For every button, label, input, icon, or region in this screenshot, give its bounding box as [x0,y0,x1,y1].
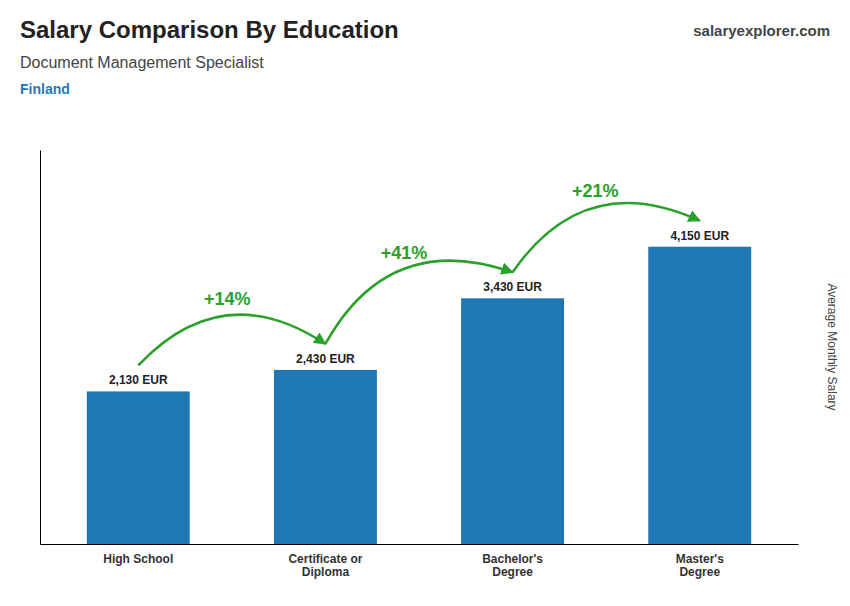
change-label: +14% [204,289,251,309]
x-tick-label-line: Master's [676,552,725,566]
x-tick-label-line: Degree [492,565,533,579]
change-arrow [325,261,512,344]
x-tick-label-line: High School [103,552,173,566]
change-arrow [138,315,325,366]
change-arrows: +14% +41% +21% [138,181,699,365]
x-tick-label-line: Certificate or [288,552,362,566]
bar [274,370,377,544]
change-label: +41% [381,243,428,263]
bar [648,247,751,544]
data-label: 4,150 EUR [670,229,729,243]
data-label: 2,430 EUR [296,352,355,366]
y-axis-title: Average Monthly Salary [825,283,839,410]
x-axis: High School Certificate orDiploma Bachelor… [41,544,799,579]
bar [87,391,190,544]
x-axis-line [41,544,799,545]
x-tick-label: Bachelor'sDegree [482,552,543,580]
title: Salary Comparison By Education [20,16,399,43]
x-tick: Bachelor'sDegree [482,544,543,579]
x-tick-label: High School [103,552,173,566]
x-tick-label: Master'sDegree [676,552,725,580]
subtitle: Document Management Specialist [20,54,264,71]
change-arrow [513,203,700,272]
x-tick: High School [103,544,173,566]
data-labels: 2,130 EUR 2,430 EUR 3,430 EUR 4,150 EUR [109,229,730,388]
change-label: +21% [572,181,619,201]
x-tick-label-line: Bachelor's [482,552,543,566]
x-tick: Certificate orDiploma [288,544,362,579]
data-label: 3,430 EUR [483,280,542,294]
chart: Salary Comparison By Education Document M… [0,0,850,606]
x-tick: Master'sDegree [676,544,725,579]
annotation: Finland [20,81,70,97]
y-axis-line [40,151,41,545]
x-tick-label-line: Degree [679,565,720,579]
y-axis [40,151,41,545]
bars [87,247,751,544]
bar [461,298,564,544]
data-label: 2,130 EUR [109,373,168,387]
x-tick-label-line: Diploma [302,565,350,579]
annotation: salaryexplorer.com [693,22,830,39]
x-tick-label: Certificate orDiploma [288,552,362,580]
